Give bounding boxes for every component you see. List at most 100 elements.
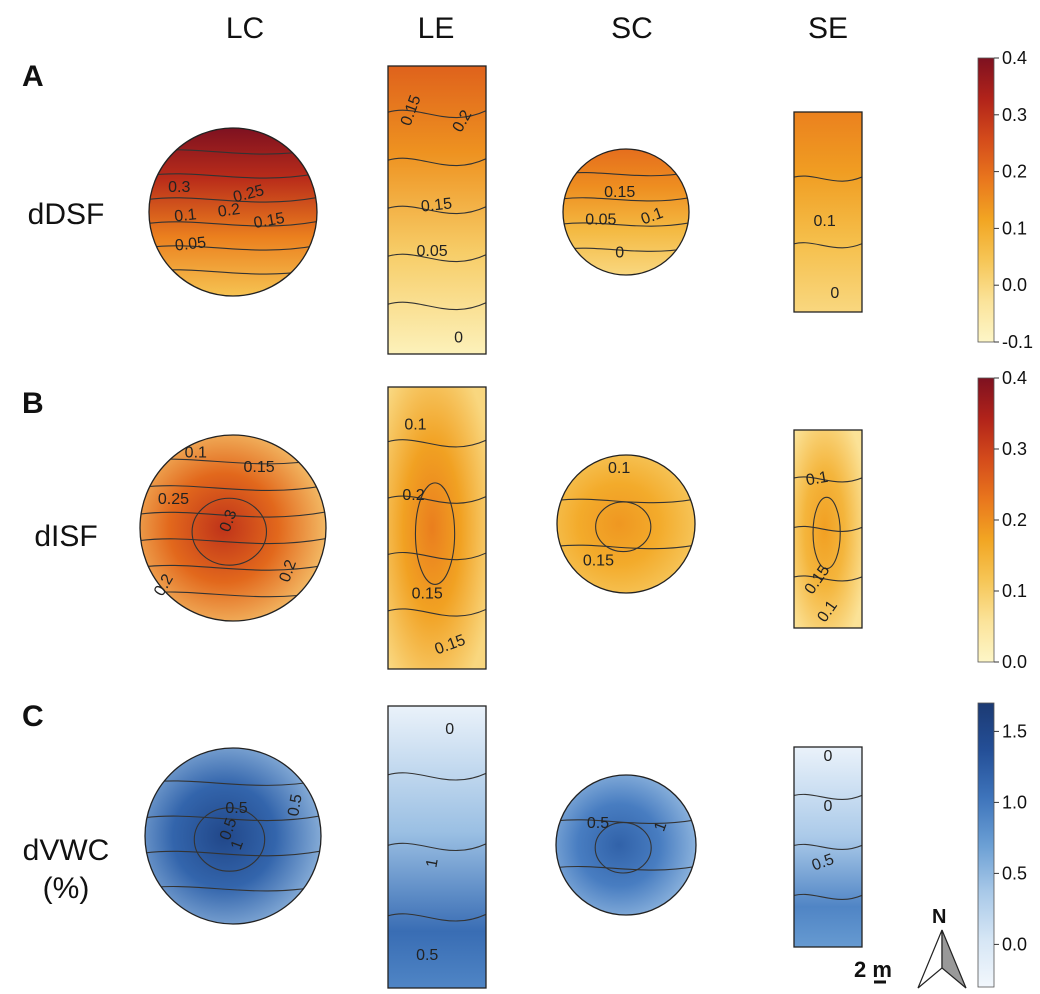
contour-label: 0.1: [185, 444, 207, 461]
colorbar-tick-label: 1.5: [1002, 721, 1027, 741]
contour-line: [388, 301, 486, 310]
panel-a: 0.3 0.250.2 0.150.10.050.15 0.20.150.0500.1…: [148, 65, 863, 355]
colorbar-tick-label: 0.2: [1002, 162, 1027, 182]
contour-label: 0.2: [276, 558, 300, 585]
plot-fill: [556, 775, 696, 915]
contour-lines: [794, 793, 862, 901]
colorbar-c: 1.5 1.0 0.5 0.0: [977, 702, 1027, 988]
contour-line: [388, 109, 486, 118]
plot-outline: [556, 454, 696, 594]
plot-a-se: 0.10: [793, 111, 863, 313]
contour-label: 0.15: [243, 459, 274, 476]
contour-label: 0.05: [585, 212, 616, 229]
plot-fill: [149, 128, 317, 296]
contour-label: 0.5: [217, 816, 241, 843]
contour-line: [557, 543, 695, 550]
colorbar-tick-label: 0.0: [1002, 275, 1027, 295]
contour-line: [556, 864, 696, 871]
contour-line: [145, 814, 321, 822]
contour-label: 0.15: [420, 195, 453, 215]
contour-label: 0.3: [168, 179, 190, 196]
contour-line: [149, 220, 317, 227]
panel-letter-c: C: [22, 700, 44, 733]
contour-line: [794, 476, 862, 483]
plot-outline: [793, 111, 863, 313]
row-label-dvwc-unit: (%): [42, 872, 90, 905]
panel-letter-a: A: [22, 60, 44, 93]
contour-label: 0.1: [404, 416, 426, 433]
plot-outline: [562, 148, 690, 276]
plot-fill: [563, 149, 689, 275]
contour-label: 0.25: [158, 491, 189, 508]
contour-line: [191, 497, 268, 566]
contour-lines: [794, 476, 862, 582]
contour-line: [149, 172, 317, 179]
contour-line: [388, 608, 486, 617]
contour-line: [594, 822, 652, 874]
plot-c-sc: 0.5 1: [555, 774, 697, 916]
plot-outline: [144, 747, 322, 925]
contour-label: 0.2: [402, 487, 424, 504]
panel-b: 0.10.150.250.30.20.20.10.20.150.150.10.1…: [139, 386, 863, 670]
plot-fill: [794, 112, 862, 312]
north-arrow-label: N: [932, 906, 947, 928]
contour-line: [388, 439, 486, 448]
contour-line: [794, 793, 862, 801]
colorbar-tick-label: 0.3: [1002, 105, 1027, 125]
colorbar-tick-label: 0.5: [1002, 863, 1027, 883]
plot-b-sc: 0.1 0.15: [556, 454, 696, 594]
colorbar-tick-label: 0.1: [1002, 581, 1027, 601]
panel-letter-b: B: [22, 387, 44, 420]
contour-label: 0: [454, 329, 463, 346]
contour-label: 0: [824, 798, 833, 815]
row-label-dvwc: dVWC: [22, 834, 110, 867]
contour-label: 0.05: [174, 234, 207, 254]
contour-line: [794, 893, 862, 901]
contour-lines: [556, 818, 696, 874]
north-arrow-icon: [917, 929, 967, 989]
plot-fill: [388, 387, 486, 669]
contour-lines: [388, 772, 486, 922]
plot-c-se: 000.5: [793, 746, 863, 948]
colorbar-tick-label: 0.4: [1002, 368, 1027, 388]
contour-line: [388, 772, 486, 781]
plot-fill: [794, 430, 862, 628]
column-header-lc: LC: [225, 12, 265, 45]
colorbar-bar: [977, 702, 995, 988]
contour-line: [563, 221, 689, 227]
plot-a-lc: 0.3 0.250.2 0.150.10.05: [148, 127, 318, 297]
contour-label: 0.1: [813, 213, 835, 230]
contour-label: 0.5: [285, 793, 306, 818]
contour-label: 0.1: [608, 460, 630, 477]
plot-fill: [145, 748, 321, 924]
contour-label: 0.1: [174, 206, 198, 225]
colorbar-tick-label: -0.1: [1002, 332, 1033, 352]
contour-label: 0: [830, 285, 839, 302]
colorbar-tick-label: 0.0: [1002, 934, 1027, 954]
contour-line: [388, 157, 486, 166]
colorbar-tick-label: 0.2: [1002, 510, 1027, 530]
contour-label: 0.05: [417, 243, 448, 260]
column-header-le: LE: [417, 12, 455, 45]
plot-outline: [555, 774, 697, 916]
contour-line: [794, 242, 862, 249]
column-header-se: SE: [807, 12, 849, 45]
contour-label: 0.15: [252, 210, 286, 232]
contour-line: [595, 501, 652, 553]
colorbar-tick-label: 0.4: [1002, 48, 1027, 68]
contour-lines: [388, 439, 486, 617]
contour-label: 0.15: [604, 184, 635, 201]
colorbar-b: 0.4 0.3 0.2 0.1 0.0: [977, 368, 1027, 672]
contour-lines: [388, 109, 486, 310]
contour-label: 0: [824, 748, 833, 765]
contour-line: [556, 818, 696, 824]
plot-c-le: 010.5: [387, 705, 487, 989]
contour-line: [140, 537, 326, 545]
colorbar-tick-label: 0.3: [1002, 439, 1027, 459]
plot-outline: [387, 386, 487, 670]
contour-line: [388, 842, 486, 851]
contour-line: [388, 205, 486, 214]
plot-fill: [388, 66, 486, 354]
